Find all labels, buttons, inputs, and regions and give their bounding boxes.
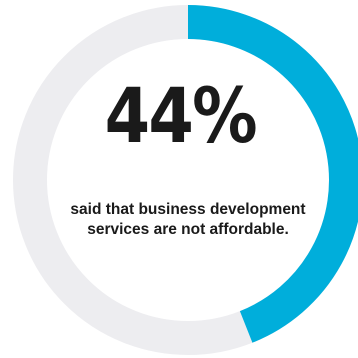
percentage-value: 44%: [104, 71, 258, 160]
chart-caption: said that business development services …: [70, 201, 306, 238]
donut-value-arc: [187, 5, 358, 343]
